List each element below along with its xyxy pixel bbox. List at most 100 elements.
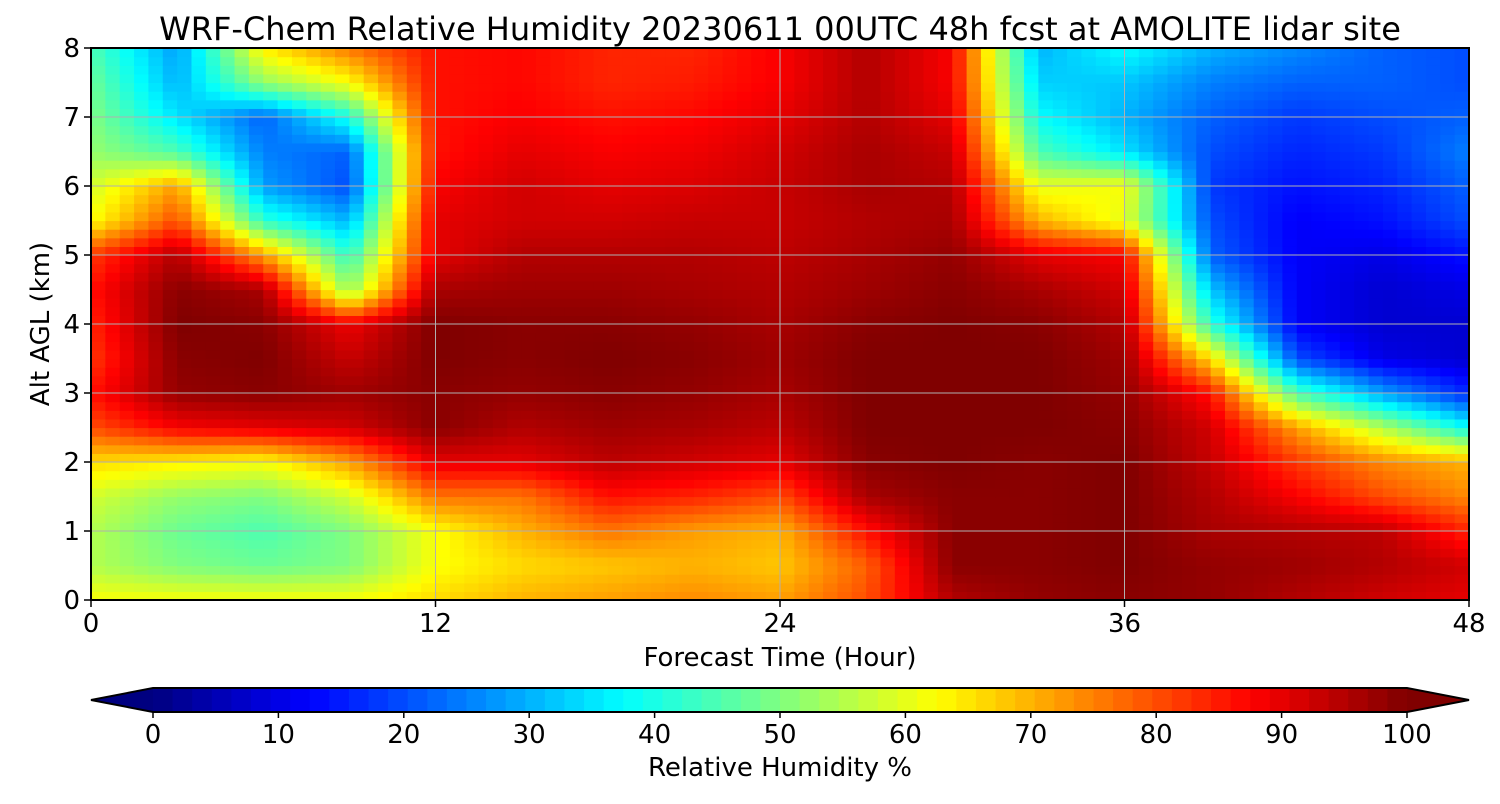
rh-cell — [880, 496, 896, 506]
rh-cell — [1440, 263, 1456, 273]
rh-cell — [1153, 315, 1169, 325]
rh-cell — [1425, 203, 1441, 213]
rh-cell — [478, 160, 494, 170]
rh-cell — [1038, 539, 1054, 549]
rh-cell — [837, 358, 853, 368]
rh-cell — [349, 306, 365, 316]
rh-cell — [579, 272, 594, 282]
rh-cell — [191, 306, 207, 316]
rh-cell — [119, 574, 135, 584]
rh-cell — [995, 487, 1011, 498]
rh-cell — [119, 384, 135, 394]
rh-cell — [449, 487, 465, 498]
rh-cell — [937, 255, 953, 265]
rh-cell — [966, 246, 982, 256]
rh-cell — [1081, 220, 1097, 230]
rh-cell — [1339, 306, 1355, 316]
rh-cell — [823, 444, 839, 454]
rh-cell — [1454, 349, 1469, 360]
rh-cell — [1224, 591, 1240, 600]
rh-cell — [1382, 315, 1398, 325]
rh-cell — [263, 505, 279, 515]
rh-cell — [335, 444, 350, 454]
rh-cell — [248, 367, 264, 377]
rh-cell — [579, 574, 594, 584]
rh-cell — [722, 272, 738, 282]
rh-cell — [851, 410, 867, 420]
rh-cell — [851, 211, 867, 222]
rh-cell — [521, 341, 537, 351]
rh-cell — [378, 384, 394, 394]
rh-cell — [277, 263, 293, 273]
rh-cell — [1397, 591, 1413, 600]
rh-cell — [980, 306, 996, 316]
rh-cell — [1282, 332, 1298, 342]
rh-cell — [378, 531, 394, 541]
rh-cell — [1253, 246, 1269, 256]
rh-cell — [1311, 255, 1327, 265]
rh-cell — [1239, 211, 1255, 222]
rh-cell — [808, 513, 824, 523]
rh-cell — [335, 367, 350, 377]
rh-cell — [1024, 151, 1039, 161]
rh-cell — [894, 462, 910, 472]
rh-cell — [708, 306, 724, 316]
rh-cell — [1311, 539, 1327, 549]
rh-cell — [464, 384, 480, 394]
rh-cell — [808, 462, 824, 472]
rh-cell — [650, 168, 666, 178]
rh-cell — [1210, 487, 1226, 498]
rh-cell — [421, 548, 437, 558]
rh-cell — [837, 582, 853, 592]
rh-cell — [980, 531, 996, 541]
rh-cell — [492, 203, 508, 213]
rh-cell — [1454, 427, 1469, 437]
rh-cell — [277, 367, 293, 377]
rh-cell — [1081, 186, 1097, 196]
rh-cell — [291, 453, 307, 463]
rh-cell — [1368, 401, 1384, 411]
rh-cell — [622, 237, 638, 247]
rh-cell — [148, 444, 164, 454]
rh-cell — [248, 462, 264, 472]
rh-cell — [1138, 418, 1154, 429]
rh-cell — [478, 211, 494, 222]
rh-cell — [1052, 306, 1068, 316]
rh-cell — [421, 151, 437, 161]
rh-cell — [1095, 160, 1111, 170]
rh-cell — [335, 237, 350, 247]
rh-cell — [1124, 211, 1140, 222]
rh-cell — [1052, 358, 1068, 368]
rh-cell — [1153, 375, 1169, 385]
rh-cell — [105, 539, 121, 549]
rh-cell — [1325, 591, 1341, 600]
rh-cell — [191, 203, 207, 213]
rh-cell — [478, 341, 494, 351]
rh-cell — [378, 479, 394, 489]
rh-cell — [593, 160, 609, 170]
rh-cell — [1196, 324, 1212, 334]
rh-cell — [722, 487, 738, 498]
rh-cell — [679, 384, 695, 394]
rh-cell — [1224, 237, 1240, 247]
rh-cell — [277, 280, 293, 291]
rh-cell — [1397, 522, 1413, 532]
rh-cell — [923, 220, 939, 230]
rh-cell — [880, 324, 896, 334]
rh-cell — [1339, 168, 1355, 178]
rh-cell — [205, 367, 221, 377]
rh-cell — [1296, 470, 1312, 480]
rh-cell — [708, 220, 724, 230]
rh-cell — [679, 393, 695, 403]
rh-cell — [1138, 349, 1154, 360]
rh-cell — [894, 306, 910, 316]
rh-cell — [205, 505, 221, 515]
rh-cell — [1425, 444, 1441, 454]
rh-cell — [1454, 341, 1469, 351]
rh-cell — [1124, 229, 1140, 239]
rh-cell — [722, 263, 738, 273]
rh-cell — [794, 263, 810, 273]
rh-cell — [995, 272, 1011, 282]
rh-cell — [1311, 470, 1327, 480]
